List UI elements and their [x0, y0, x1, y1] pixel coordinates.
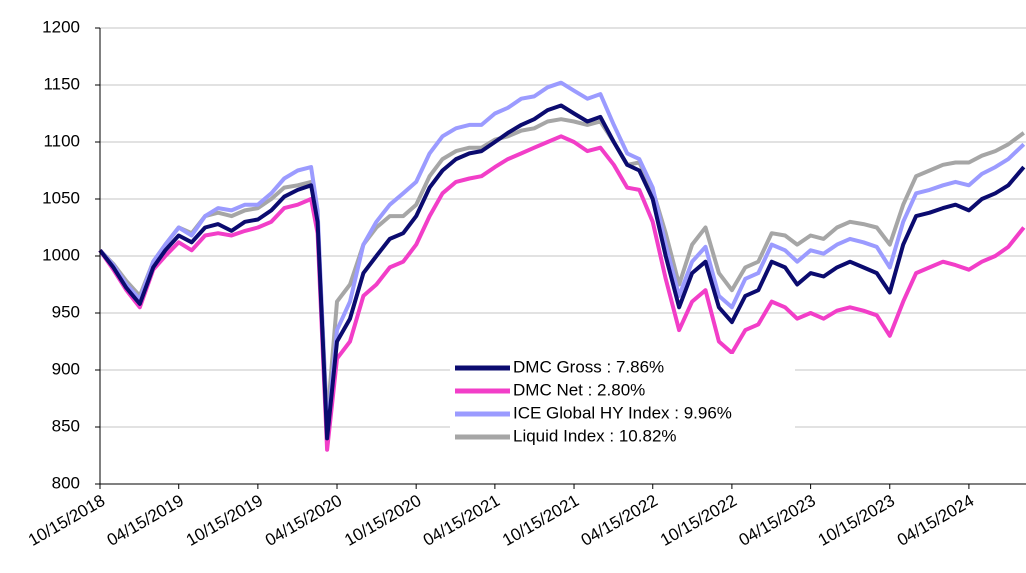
x-tick-label: 04/15/2020 — [262, 491, 345, 550]
x-tick-label: 10/15/2022 — [657, 491, 740, 550]
x-tick-label: 10/15/2021 — [499, 491, 582, 550]
ticks: 800 850 900 950 1000 1050 1100 1150 1200 10/15/20… — [25, 17, 977, 549]
y-tick-label: 1200 — [42, 17, 80, 36]
x-tick-label: 10/15/2019 — [183, 491, 266, 550]
y-tick-label: 1100 — [43, 131, 80, 150]
plot-area — [98, 80, 1026, 452]
y-tick-label: 1050 — [42, 188, 80, 207]
x-tick-label: 10/15/2020 — [341, 491, 424, 550]
x-tick-label: 04/15/2022 — [578, 491, 661, 550]
x-tick-label: 04/15/2019 — [104, 491, 187, 550]
x-tick-label: 04/15/2024 — [894, 491, 977, 550]
series-line — [98, 117, 1025, 424]
series-line — [98, 80, 1026, 435]
series-line — [98, 134, 1026, 452]
legend-label: ICE Global HY Index : 9.96% — [513, 403, 732, 422]
legend-box — [450, 354, 795, 462]
x-tick-label: 10/15/2018 — [25, 491, 108, 550]
y-tick-label: 850 — [52, 416, 80, 435]
grid — [100, 27, 1026, 428]
legend-label: DMC Gross : 7.86% — [513, 357, 664, 376]
y-tick-label: 1150 — [43, 74, 80, 93]
x-tick-label: 10/15/2023 — [815, 491, 898, 550]
y-tick-label: 800 — [52, 473, 80, 492]
legend-label: Liquid Index : 10.82% — [513, 426, 677, 445]
y-tick-label: 950 — [52, 302, 80, 321]
legend-label: DMC Net : 2.80% — [513, 380, 645, 399]
legend: DMC Gross : 7.86% DMC Net : 2.80% ICE Glob… — [455, 357, 732, 445]
x-tick-label: 04/15/2023 — [736, 491, 819, 550]
y-tick-label: 900 — [52, 359, 80, 378]
x-tick-label: 04/15/2021 — [420, 491, 503, 550]
series-line — [98, 103, 1026, 441]
y-tick-label: 1000 — [42, 245, 80, 264]
